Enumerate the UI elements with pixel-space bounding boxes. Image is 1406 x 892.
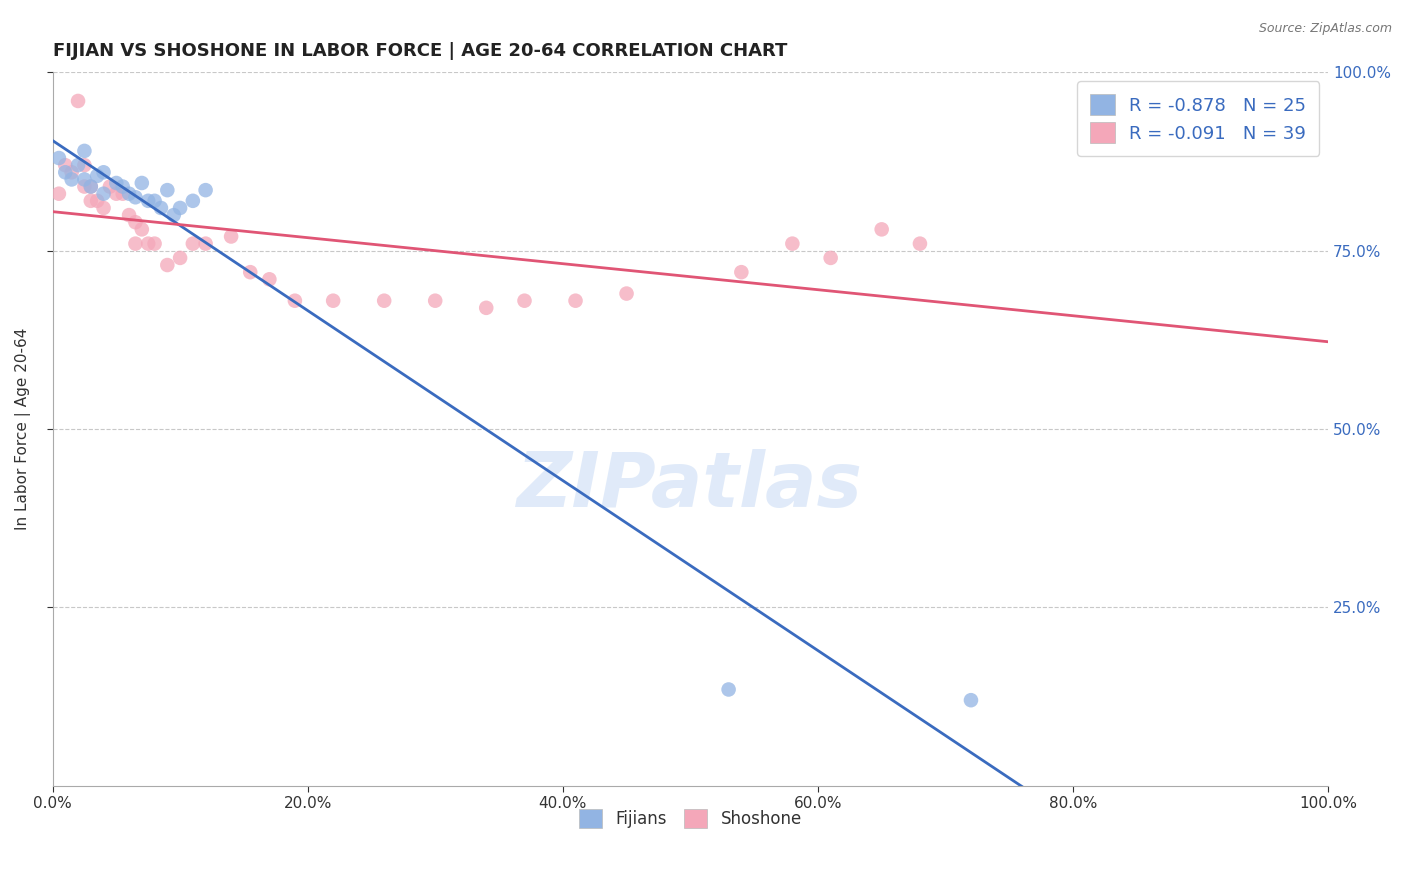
Point xyxy=(93,186,115,201)
Point xyxy=(118,186,141,201)
Point xyxy=(67,94,90,108)
Point xyxy=(53,165,76,179)
Point xyxy=(259,272,281,286)
Point xyxy=(86,194,108,208)
Point xyxy=(169,201,191,215)
Legend: Fijians, Shoshone: Fijians, Shoshone xyxy=(572,802,808,835)
Point xyxy=(118,208,141,222)
Point xyxy=(782,236,804,251)
Point xyxy=(131,176,153,190)
Point xyxy=(149,201,172,215)
Point xyxy=(513,293,536,308)
Point xyxy=(730,265,752,279)
Point xyxy=(136,236,159,251)
Point xyxy=(156,183,179,197)
Point xyxy=(425,293,447,308)
Point xyxy=(86,169,108,183)
Point xyxy=(181,236,204,251)
Point xyxy=(219,229,242,244)
Point xyxy=(908,236,931,251)
Point xyxy=(960,693,983,707)
Point xyxy=(194,236,217,251)
Point xyxy=(373,293,395,308)
Point xyxy=(124,190,146,204)
Point xyxy=(143,236,166,251)
Point xyxy=(53,158,76,172)
Point xyxy=(124,215,146,229)
Point xyxy=(60,165,83,179)
Point xyxy=(48,186,70,201)
Y-axis label: In Labor Force | Age 20-64: In Labor Force | Age 20-64 xyxy=(15,328,31,530)
Point xyxy=(105,186,128,201)
Point xyxy=(73,158,96,172)
Point xyxy=(870,222,893,236)
Point xyxy=(73,172,96,186)
Point xyxy=(136,194,159,208)
Point xyxy=(105,176,128,190)
Text: Source: ZipAtlas.com: Source: ZipAtlas.com xyxy=(1258,22,1392,36)
Point xyxy=(93,201,115,215)
Point xyxy=(93,165,115,179)
Point xyxy=(717,682,740,697)
Point xyxy=(67,158,90,172)
Point xyxy=(284,293,307,308)
Point xyxy=(564,293,586,308)
Point xyxy=(131,222,153,236)
Point xyxy=(124,236,146,251)
Point xyxy=(73,179,96,194)
Point xyxy=(80,179,103,194)
Point xyxy=(194,183,217,197)
Point xyxy=(111,186,134,201)
Point xyxy=(322,293,344,308)
Point xyxy=(73,144,96,158)
Point xyxy=(143,194,166,208)
Point xyxy=(156,258,179,272)
Point xyxy=(80,194,103,208)
Point xyxy=(169,251,191,265)
Text: ZIPatlas: ZIPatlas xyxy=(517,450,863,524)
Point xyxy=(820,251,842,265)
Point xyxy=(111,179,134,194)
Point xyxy=(80,179,103,194)
Point xyxy=(48,151,70,165)
Point xyxy=(60,172,83,186)
Point xyxy=(616,286,638,301)
Point xyxy=(181,194,204,208)
Point xyxy=(475,301,498,315)
Point xyxy=(239,265,262,279)
Text: FIJIAN VS SHOSHONE IN LABOR FORCE | AGE 20-64 CORRELATION CHART: FIJIAN VS SHOSHONE IN LABOR FORCE | AGE … xyxy=(52,42,787,60)
Point xyxy=(98,179,121,194)
Point xyxy=(163,208,186,222)
